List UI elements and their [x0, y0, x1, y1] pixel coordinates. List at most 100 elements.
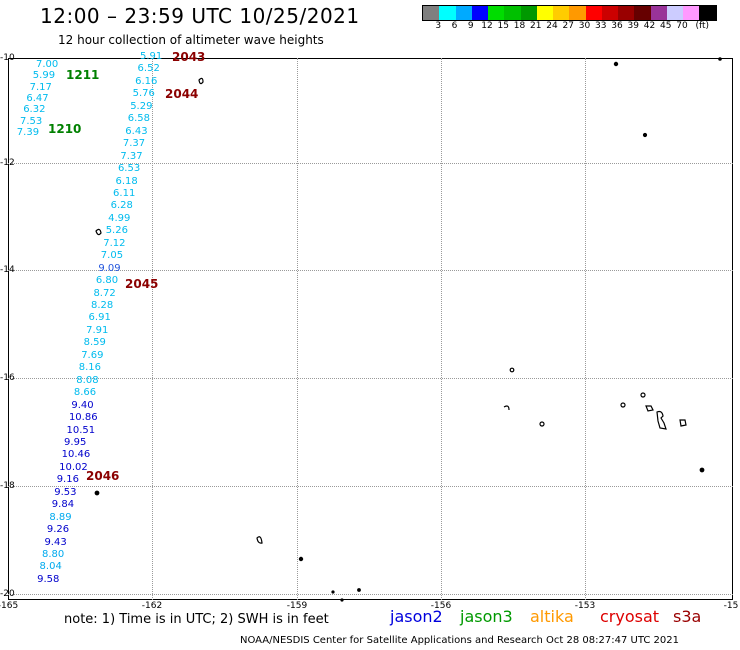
gridline-lat	[8, 486, 733, 487]
island-marker	[503, 405, 510, 411]
wave-height-value: 6.32	[23, 104, 46, 116]
wave-height-value: 8.08	[76, 374, 99, 386]
map-plot-area	[8, 58, 733, 600]
island-marker	[298, 556, 304, 562]
wave-height-value: 6.80	[95, 275, 119, 287]
wave-height-value: 9.43	[44, 536, 67, 548]
color-scale-label: 45	[660, 21, 672, 31]
color-scale-label: 21	[530, 21, 542, 31]
wave-height-value: 6.91	[88, 312, 111, 324]
island-marker	[613, 61, 619, 67]
wave-height-value: 8.28	[91, 300, 114, 311]
color-scale-bar	[422, 5, 717, 21]
color-swatch	[699, 6, 716, 20]
lat-tick-label: -20	[0, 589, 15, 599]
color-scale-label: 39	[627, 21, 639, 31]
wave-height-value: 5.76	[132, 88, 155, 100]
color-scale-label: 36	[611, 21, 623, 31]
chart-subtitle: 12 hour collection of altimeter wave hei…	[58, 33, 324, 47]
wave-height-value: 7.17	[29, 81, 52, 93]
legend-cryosat: cryosat	[600, 607, 660, 626]
wave-height-value: 6.52	[137, 63, 160, 75]
wave-height-value: 10.02	[59, 461, 88, 473]
wave-height-value: 7.00	[36, 59, 59, 70]
wave-height-value: 7.37	[120, 150, 143, 162]
wave-height-value: 6.47	[26, 92, 49, 104]
wave-height-value: 7.12	[103, 237, 126, 249]
footnote: note: 1) Time is in UTC; 2) SWH is in fe…	[64, 612, 329, 627]
color-scale-label: 30	[578, 21, 591, 31]
wave-height-value: 6.16	[135, 75, 158, 87]
orbit-label-2044: 2044	[165, 87, 199, 101]
color-scale-labels: 3 6 9 12 15 18 21 24 27 30 33 36 39 42 45 70 (ft)	[422, 21, 740, 33]
color-scale-label: (ft)	[695, 21, 710, 31]
wave-height-value: 8.80	[42, 549, 65, 560]
color-swatch	[553, 6, 570, 20]
wave-height-value: 9.09	[98, 262, 121, 274]
island-marker	[94, 490, 100, 496]
color-swatch	[585, 6, 602, 20]
wave-height-value: 7.05	[100, 250, 124, 262]
wave-height-value: 10.86	[68, 412, 98, 424]
wave-height-value: 8.04	[39, 561, 62, 573]
island-marker	[509, 367, 515, 373]
wave-height-value: 10.46	[61, 449, 91, 461]
wave-height-value: 6.58	[127, 113, 151, 125]
color-swatch	[618, 6, 635, 20]
lon-tick-label: -153	[574, 601, 596, 611]
lon-tick-label: -165	[0, 601, 19, 611]
gridline-lon	[585, 58, 586, 600]
color-swatch	[471, 6, 488, 20]
color-scale-label: 15	[497, 21, 509, 31]
wave-height-value: 4.99	[108, 212, 131, 224]
color-scale-label: 27	[562, 21, 574, 31]
color-swatch	[601, 6, 618, 20]
color-swatch	[634, 6, 651, 20]
color-scale-label: 42	[643, 21, 656, 31]
wave-height-value: 8.72	[93, 287, 116, 299]
wave-height-value: 7.39	[16, 126, 40, 138]
gridline-lat	[8, 594, 733, 595]
gridline-lat	[8, 163, 733, 164]
legend-jason2: jason2	[390, 607, 443, 626]
wave-height-value: 9.26	[46, 524, 70, 536]
gridline-lon	[297, 58, 298, 600]
gridline-lat	[8, 270, 733, 271]
orbit-label-1210: 1210	[48, 122, 82, 136]
color-swatch	[666, 6, 683, 20]
wave-height-value: 8.16	[78, 362, 102, 374]
island-marker	[656, 410, 667, 430]
wave-height-value: 6.53	[117, 163, 141, 175]
wave-height-value: 9.40	[71, 399, 94, 411]
island-marker	[198, 77, 204, 85]
wave-height-value: 5.29	[130, 100, 153, 112]
wave-height-value: 5.26	[105, 225, 128, 237]
wave-height-value: 6.18	[115, 175, 138, 187]
island-marker	[539, 421, 545, 427]
color-scale-label: 70	[676, 21, 688, 31]
chart-title: 12:00 – 23:59 UTC 10/25/2021	[40, 4, 360, 28]
color-scale-label: 9	[467, 21, 474, 31]
wave-height-value: 8.59	[83, 337, 106, 349]
color-swatch	[423, 6, 440, 20]
color-scale-label: 18	[513, 21, 526, 31]
island-marker	[718, 57, 722, 61]
lat-tick-label: -16	[0, 373, 15, 383]
wave-height-value: 10.51	[66, 424, 96, 436]
color-swatch	[504, 6, 521, 20]
wave-height-value: 9.53	[54, 486, 77, 498]
wave-height-value: 7.91	[86, 324, 109, 336]
island-marker	[357, 588, 361, 592]
lon-tick-label: -156	[430, 601, 452, 611]
lat-tick-label: -12	[0, 158, 15, 168]
color-swatch	[455, 6, 472, 20]
island-marker	[699, 467, 705, 473]
orbit-label-2043: 2043	[172, 50, 206, 64]
legend-jason3: jason3	[460, 607, 513, 626]
legend-s3a: s3a	[673, 607, 702, 626]
orbit-label-2045: 2045	[125, 277, 159, 291]
lat-tick-label: -18	[0, 481, 15, 491]
lon-tick-label: -162	[141, 601, 163, 611]
wave-height-value: 7.53	[20, 115, 43, 127]
